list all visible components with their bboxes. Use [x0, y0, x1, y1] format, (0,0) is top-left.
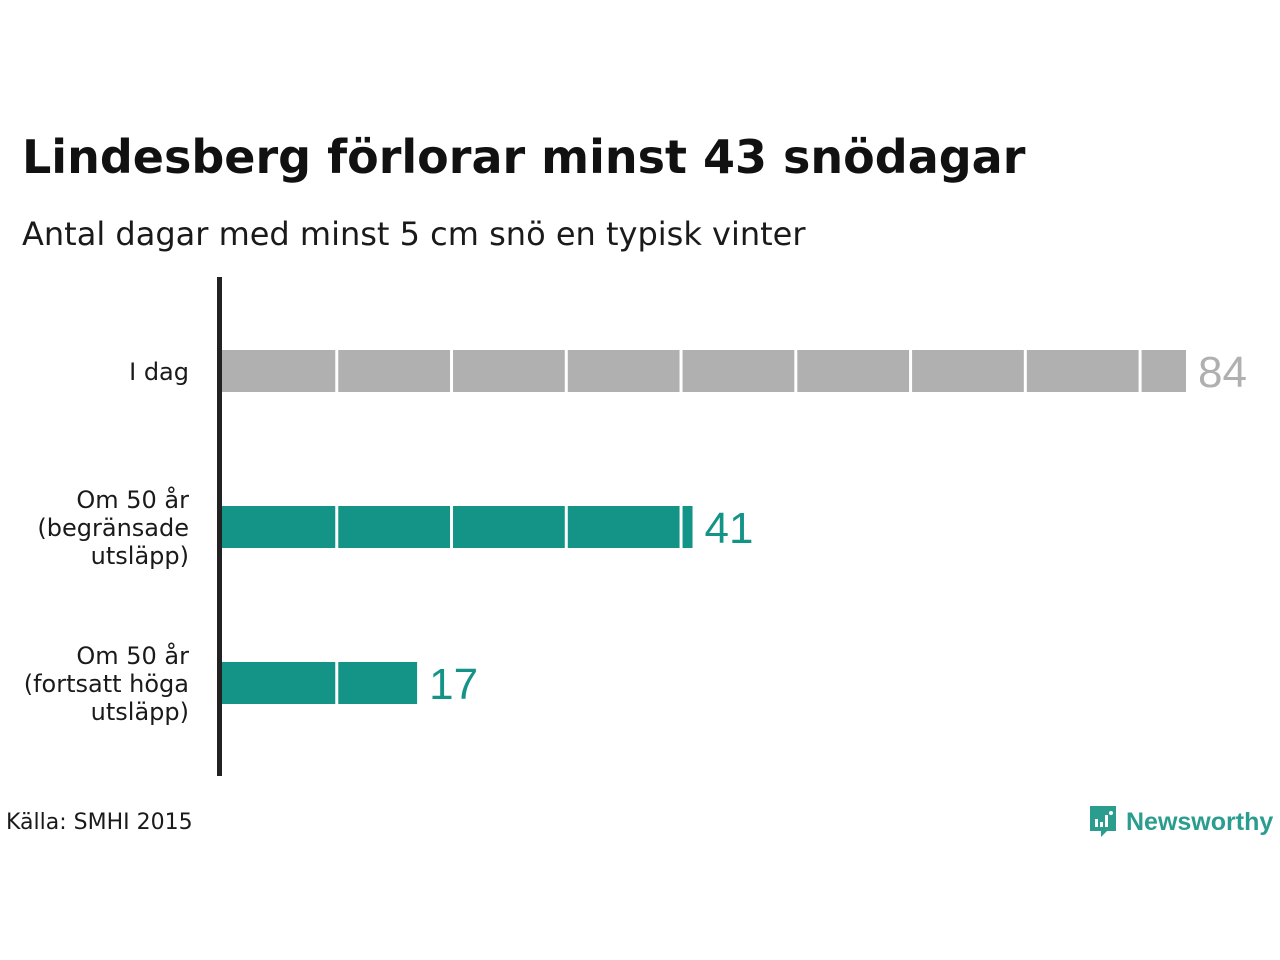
logo-text: Newsworthy	[1126, 807, 1274, 836]
category-label-line: I dag	[129, 358, 189, 386]
category-label-line: utsläpp)	[90, 698, 189, 726]
category-label-2: Om 50 år (fortsatt höga utsläpp)	[24, 642, 189, 726]
category-label-line: (fortsatt höga	[23, 670, 189, 698]
value-label-2: 17	[429, 660, 478, 709]
bar-2	[222, 662, 418, 704]
category-label-line: Om 50 år	[76, 486, 189, 514]
bar-segment-divider	[450, 506, 454, 548]
category-label-1: Om 50 år (begränsade utsläpp)	[37, 486, 189, 570]
bar-segment-divider	[335, 662, 339, 704]
bar-segment-divider	[1023, 350, 1027, 392]
bar-0	[222, 350, 1186, 392]
value-label-0: 84	[1198, 348, 1247, 397]
category-label-line: Om 50 år	[76, 642, 189, 670]
bar-segment-divider	[679, 506, 683, 548]
bar-segment-divider	[335, 350, 339, 392]
bar-segment-divider	[335, 506, 339, 548]
value-label-1: 41	[705, 504, 754, 553]
bar-1	[222, 506, 693, 548]
page-title: Lindesberg förlorar minst 43 snödagar	[22, 130, 1026, 184]
category-label-0: I dag	[129, 358, 189, 386]
bar-segment-divider	[450, 350, 454, 392]
page-subtitle: Antal dagar med minst 5 cm snö en typisk…	[22, 215, 806, 253]
category-label-line: utsläpp)	[90, 542, 189, 570]
source-note: Källa: SMHI 2015	[6, 810, 193, 835]
newsworthy-logo: Newsworthy	[1088, 804, 1273, 840]
bar-segment-divider	[564, 350, 568, 392]
bar-segment-divider	[909, 350, 913, 392]
bar-segment-divider	[794, 350, 798, 392]
newsworthy-logo-icon	[1090, 806, 1116, 837]
y-axis-line	[217, 277, 222, 776]
bar-segment-divider	[564, 506, 568, 548]
category-label-line: (begränsade	[37, 514, 189, 542]
bar-segment-divider	[1138, 350, 1142, 392]
bar-segment-divider	[679, 350, 683, 392]
